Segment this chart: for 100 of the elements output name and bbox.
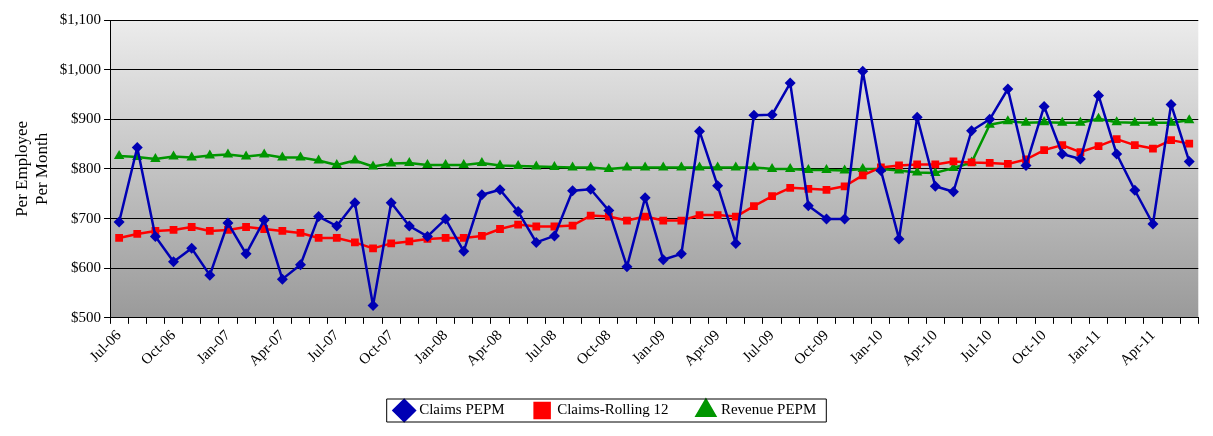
point	[712, 180, 724, 192]
point	[567, 185, 579, 197]
point	[331, 220, 343, 232]
point	[803, 163, 814, 173]
y-tick-label: $600	[71, 259, 102, 276]
point	[1111, 116, 1122, 126]
point	[133, 230, 142, 238]
point	[403, 220, 415, 232]
point	[1185, 139, 1194, 148]
point	[168, 150, 179, 160]
point	[532, 222, 541, 231]
point	[496, 225, 504, 233]
point	[694, 161, 705, 171]
point	[530, 236, 542, 248]
point	[222, 148, 234, 158]
point	[149, 230, 161, 242]
point	[785, 162, 796, 172]
point	[1184, 114, 1195, 124]
point	[405, 237, 414, 246]
point	[204, 149, 215, 159]
point	[494, 184, 506, 196]
point	[113, 216, 125, 228]
y-tick-label: $900	[71, 110, 102, 127]
point	[1129, 116, 1141, 126]
point	[585, 183, 597, 195]
point	[875, 164, 887, 176]
point	[913, 160, 922, 169]
point	[548, 230, 560, 242]
point	[895, 161, 903, 170]
point	[985, 159, 994, 167]
point	[169, 226, 178, 234]
point	[858, 171, 867, 180]
y-tick-label: $700	[71, 209, 102, 226]
y-tick-label: $800	[71, 159, 102, 176]
point	[639, 161, 651, 171]
point	[677, 216, 686, 225]
point	[695, 211, 704, 219]
point	[240, 150, 252, 160]
point	[1130, 141, 1139, 149]
point	[675, 248, 687, 260]
point	[277, 151, 288, 161]
point	[512, 206, 524, 218]
point	[1111, 148, 1123, 160]
point	[168, 256, 180, 268]
point	[1147, 218, 1159, 230]
point	[1094, 142, 1103, 150]
point	[1038, 100, 1050, 112]
point	[1056, 148, 1068, 160]
point	[385, 197, 397, 209]
point	[1040, 146, 1049, 154]
point	[351, 238, 359, 247]
point	[821, 163, 832, 173]
y-tick-label: $1,000	[59, 60, 102, 77]
point	[278, 227, 287, 235]
point	[839, 213, 851, 225]
point	[115, 234, 124, 242]
point	[440, 158, 451, 168]
point	[621, 261, 633, 273]
point	[512, 159, 524, 169]
point	[966, 125, 978, 137]
point	[750, 202, 758, 211]
point	[603, 205, 615, 217]
point	[713, 211, 722, 219]
point	[802, 200, 814, 212]
point	[276, 273, 288, 285]
point	[259, 148, 270, 158]
point	[911, 111, 923, 123]
point	[476, 189, 488, 201]
point	[240, 248, 252, 260]
point	[603, 162, 615, 172]
point	[367, 160, 379, 170]
point	[331, 158, 342, 168]
point	[657, 254, 669, 266]
point	[294, 259, 306, 271]
point	[857, 65, 869, 77]
legend-label: Revenue PEPM	[720, 401, 817, 418]
point	[313, 211, 325, 223]
point	[1165, 98, 1177, 110]
point	[387, 239, 396, 248]
point	[623, 216, 631, 225]
point	[1093, 89, 1105, 101]
point	[404, 156, 415, 166]
point	[1074, 153, 1086, 165]
point	[204, 269, 216, 281]
point	[820, 213, 832, 225]
point	[441, 234, 450, 242]
point	[476, 156, 488, 166]
point	[1002, 115, 1014, 125]
point	[1075, 116, 1086, 126]
point	[1020, 159, 1032, 171]
point	[422, 158, 433, 168]
point	[1129, 184, 1141, 196]
legend-label: Claims PEPM	[419, 401, 505, 418]
point	[1002, 83, 1014, 95]
point	[766, 109, 778, 121]
point	[929, 180, 941, 192]
point	[1020, 116, 1032, 126]
point	[1112, 135, 1121, 144]
point	[659, 216, 668, 225]
point	[113, 150, 125, 160]
